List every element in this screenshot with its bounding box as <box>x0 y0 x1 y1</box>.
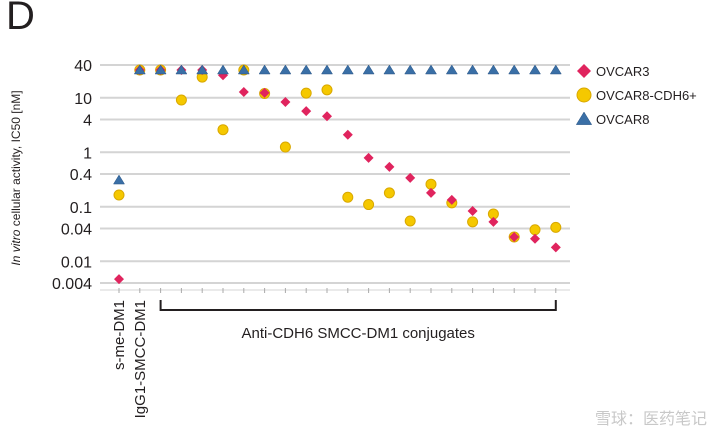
data-point-ovcar8-cdh6- <box>279 141 291 153</box>
y-tick-label: 0.04 <box>61 222 92 239</box>
data-point-ovcar8 <box>237 64 250 75</box>
data-point-ovcar8-cdh6- <box>321 84 333 96</box>
data-point-ovcar8 <box>362 64 375 75</box>
data-point-ovcar8 <box>258 64 271 75</box>
data-point-ovcar8 <box>217 64 229 75</box>
data-point-ovcar3 <box>342 129 353 140</box>
data-point-ovcar8-cdh6- <box>217 124 229 136</box>
y-tick-label: 0.4 <box>70 167 92 184</box>
data-point-ovcar3 <box>467 205 478 216</box>
group-bracket <box>159 300 557 311</box>
data-point-ovcar3 <box>426 187 436 198</box>
legend-label: OVCAR8 <box>596 112 649 127</box>
data-point-ovcar8-cdh6- <box>550 221 562 233</box>
data-point-ovcar8-cdh6- <box>113 189 125 201</box>
data-point-ovcar8 <box>341 64 354 75</box>
data-point-ovcar3 <box>530 233 540 244</box>
data-point-ovcar8-cdh6- <box>529 224 541 236</box>
y-tick-label: 4 <box>83 113 92 130</box>
data-point-ovcar8 <box>196 64 209 75</box>
data-point-ovcar3 <box>301 106 312 117</box>
legend-marker <box>577 64 591 78</box>
data-point-ovcar8 <box>425 64 437 75</box>
data-point-ovcar8-cdh6- <box>300 87 312 99</box>
data-point-ovcar8-cdh6- <box>363 199 375 211</box>
data-point-ovcar8 <box>404 64 417 75</box>
data-point-ovcar3 <box>488 216 499 227</box>
data-point-ovcar3 <box>114 274 124 285</box>
panel-label: D <box>6 0 35 38</box>
data-point-ovcar8 <box>279 64 292 75</box>
group-label: Anti-CDH6 SMCC-DM1 conjugates <box>241 325 474 342</box>
data-point-ovcar8 <box>383 64 396 75</box>
data-point-ovcar8 <box>466 64 479 75</box>
legend-marker <box>575 111 593 125</box>
data-point-ovcar3 <box>322 111 332 122</box>
data-point-ovcar8-cdh6- <box>467 216 479 228</box>
data-point-ovcar3 <box>509 231 520 242</box>
x-category-label: s-me-DM1 <box>111 300 128 370</box>
data-point-ovcar8-cdh6- <box>342 191 354 203</box>
data-point-ovcar8 <box>300 64 313 75</box>
data-point-ovcar8-cdh6- <box>404 215 416 227</box>
data-point-ovcar3 <box>363 152 374 163</box>
data-point-ovcar8 <box>175 64 188 75</box>
data-point-ovcar3 <box>280 96 291 107</box>
data-point-ovcar8 <box>445 64 458 75</box>
data-point-ovcar8 <box>133 64 146 75</box>
x-category-label: IgG1-SMCC-DM1 <box>132 300 149 418</box>
data-point-ovcar3 <box>405 172 416 183</box>
data-point-ovcar8-cdh6- <box>425 178 437 190</box>
legend-label: OVCAR3 <box>596 64 649 79</box>
data-point-ovcar3 <box>238 86 249 97</box>
watermark: 雪球：医药笔记 <box>594 411 707 428</box>
data-point-ovcar8 <box>549 64 562 75</box>
data-point-ovcar3 <box>446 194 457 205</box>
y-tick-label: 0.01 <box>61 254 92 271</box>
data-point-ovcar3 <box>550 242 561 253</box>
y-tick-label: 0.004 <box>52 276 92 293</box>
data-point-ovcar3 <box>384 161 395 172</box>
data-point-ovcar8 <box>321 64 333 75</box>
data-point-ovcar8 <box>487 64 500 75</box>
data-point-ovcar8 <box>113 174 125 185</box>
y-tick-label: 10 <box>74 91 92 108</box>
legend-label: OVCAR8-CDH6+ <box>596 88 697 103</box>
legend-marker <box>576 87 592 103</box>
data-point-ovcar8 <box>508 64 521 75</box>
y-axis-label: In vitro cellular activity, IC50 [nM] <box>9 90 23 265</box>
data-point-ovcar8-cdh6- <box>383 187 395 199</box>
y-tick-label: 40 <box>74 58 92 75</box>
data-point-ovcar3 <box>259 87 270 98</box>
data-point-ovcar8 <box>529 64 541 75</box>
y-tick-label: 0.1 <box>70 200 92 217</box>
data-point-ovcar8 <box>154 64 167 75</box>
data-point-ovcar8-cdh6- <box>175 94 187 106</box>
y-tick-label: 1 <box>83 145 92 162</box>
